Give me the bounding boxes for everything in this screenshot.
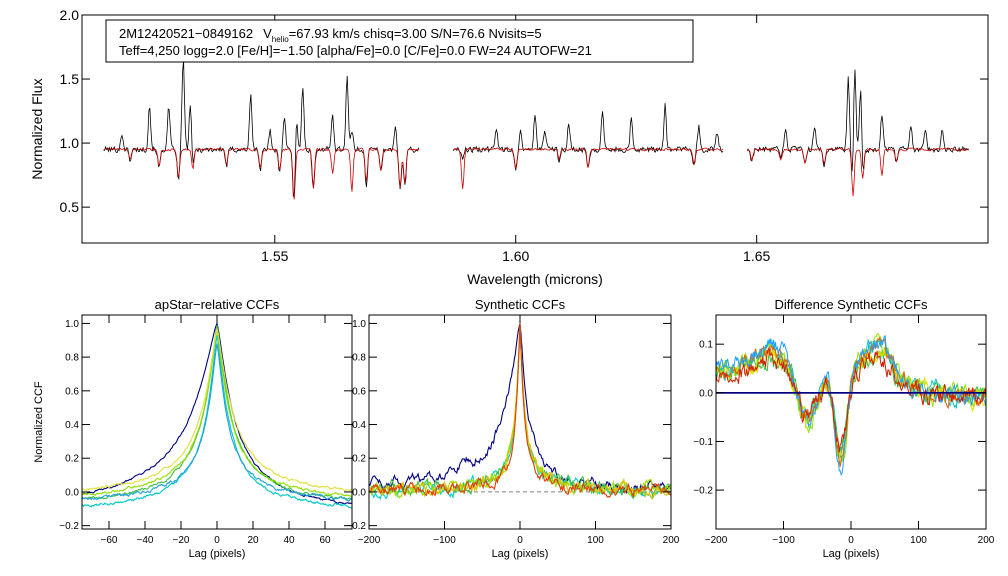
legend-line-2: Teff=4,250 logg=2.0 [Fe/H]=−1.50 [alpha/… (119, 43, 592, 58)
apstar-ccf-title: apStar−relative CCFs (155, 297, 280, 312)
ccf-series-4 (369, 325, 671, 500)
apstar-ccf-panel: −60 −40 −20 0 20 40 60 −0.2 0.0 0.2 0.4 0.6 0.8 1.0 a… (33, 297, 353, 560)
observed-spectrum-segment (746, 69, 969, 172)
synthetic-ccf-ticks: −200 −100 0 100 200 −0.2 0.0 0.2 0.4 0.6 0.8 1.0 (346, 315, 680, 546)
ccf-series-0 (369, 323, 671, 495)
y-tick-label: 0.2 (65, 454, 79, 465)
y-tick-label: 1.0 (65, 319, 79, 330)
y-tick-label: 0.6 (65, 386, 79, 397)
difference-ccf-data (716, 332, 986, 476)
spectrum-frame (81, 14, 989, 244)
difference-ccf-ticks: −200 −100 0 100 200 −0.2 −0.1 0.0 0.1 (693, 315, 995, 546)
ccf-series-4 (82, 328, 352, 492)
y-tick-label: 0.4 (65, 420, 79, 431)
x-tick-label: 1.55 (261, 248, 288, 264)
x-tick-label: 40 (283, 535, 295, 546)
y-tick-label: 0.8 (352, 353, 366, 364)
y-tick-label: 0.2 (352, 454, 366, 465)
apstar-ccf-ticks: −60 −40 −20 0 20 40 60 −0.2 0.0 0.2 0.4 0.6 0.8 1.0 (59, 315, 352, 546)
x-tick-label: −60 (101, 535, 118, 546)
synthetic-ccf-data (369, 323, 671, 501)
y-tick-label: 0.6 (352, 386, 366, 397)
y-tick-label: 0.0 (352, 487, 366, 498)
y-tick-label: 0.8 (65, 353, 79, 364)
x-tick-label: −200 (705, 535, 728, 546)
synthetic-ccf-title: Synthetic CCFs (475, 297, 566, 312)
ccf-series-5 (82, 343, 352, 502)
y-tick-label: 2.0 (60, 7, 80, 23)
observed-spectrum-segment (452, 103, 724, 171)
ccf-series-1 (82, 335, 352, 509)
ccf-series-1 (369, 330, 671, 501)
x-tick-label: −40 (137, 535, 154, 546)
synthetic-ccf-panel: −200 −100 0 100 200 −0.2 0.0 0.2 0.4 0.6 0.8 1.0 Sy… (346, 297, 680, 560)
y-tick-label: −0.1 (693, 437, 713, 448)
x-tick-label: 0 (517, 535, 523, 546)
apstar-ccf-ylabel: Normalized CCF (33, 381, 45, 463)
model-spectrum-segment (103, 147, 420, 200)
ccf-series-0 (82, 321, 352, 505)
x-tick-label: 100 (587, 535, 604, 546)
x-tick-label: 1.60 (502, 248, 529, 264)
model-spectrum-segment (452, 147, 724, 190)
legend-line-1: 2M12420521−0849162 Vhelio=67.93 km/s chis… (119, 26, 542, 44)
synthetic-ccf-xlabel: Lag (pixels) (492, 548, 549, 560)
spectrum-panel: 1.55 1.60 1.65 0.5 1.0 1.5 2.0 2M12420521−0849… (29, 7, 989, 287)
x-tick-label: −100 (772, 535, 795, 546)
difference-series-7 (716, 345, 986, 453)
x-tick-label: −200 (358, 535, 381, 546)
y-tick-label: 1.0 (352, 319, 366, 330)
apstar-ccf-xlabel: Lag (pixels) (189, 548, 246, 560)
y-tick-label: −0.2 (59, 521, 79, 532)
y-tick-label: 0.4 (352, 420, 366, 431)
x-tick-label: 0 (214, 535, 220, 546)
ccf-series-3 (369, 328, 671, 499)
model-spectrum-segment (746, 147, 969, 197)
synthetic-ccf-frame (368, 314, 672, 530)
x-tick-label: 100 (910, 535, 927, 546)
y-tick-label: 0.0 (65, 487, 79, 498)
x-tick-label: 20 (247, 535, 259, 546)
spectrum-ticks: 1.55 1.60 1.65 0.5 1.0 1.5 2.0 (60, 7, 988, 264)
spectrum-legend-box: 2M12420521−0849162 Vhelio=67.93 km/s chis… (105, 19, 694, 63)
spectrum-xlabel: Wavelength (microns) (467, 271, 603, 287)
x-tick-label: 1.65 (743, 248, 770, 264)
y-tick-label: 0.5 (60, 199, 80, 215)
x-tick-label: −100 (433, 535, 456, 546)
ccf-series-3 (82, 330, 352, 498)
difference-series-6 (716, 335, 986, 476)
spectrum-data (103, 60, 969, 200)
difference-ccf-frame (715, 314, 987, 530)
spectrum-ylabel: Normalized Flux (29, 78, 45, 179)
x-tick-label: 200 (978, 535, 995, 546)
x-tick-label: −20 (173, 535, 190, 546)
y-tick-label: 0.1 (699, 340, 713, 351)
difference-ccf-panel: −200 −100 0 100 200 −0.2 −0.1 0.0 0.1 Difference… (693, 297, 995, 560)
ccf-series-2 (82, 325, 352, 501)
x-tick-label: 200 (663, 535, 680, 546)
y-tick-label: −0.2 (693, 486, 713, 497)
difference-ccf-xlabel: Lag (pixels) (823, 548, 880, 560)
ccf-series-5 (369, 323, 671, 499)
difference-ccf-title: Difference Synthetic CCFs (775, 297, 928, 312)
observed-spectrum-segment (103, 60, 420, 198)
x-tick-label: 60 (319, 535, 331, 546)
apstar-ccf-data (82, 321, 352, 509)
y-tick-label: 1.5 (60, 71, 80, 87)
y-tick-label: 0.0 (699, 388, 713, 399)
y-tick-label: −0.2 (346, 521, 366, 532)
ccf-series-2 (369, 326, 671, 500)
x-tick-label: 0 (848, 535, 854, 546)
y-tick-label: 1.0 (60, 135, 80, 151)
